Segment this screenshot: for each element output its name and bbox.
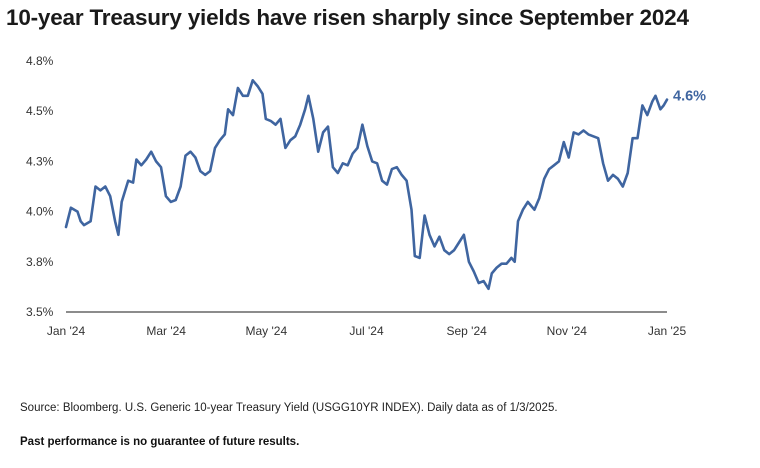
disclaimer-note: Past performance is no guarantee of futu… <box>20 436 300 448</box>
y-tick-label: 4.8% <box>26 54 54 68</box>
x-tick-label: May '24 <box>246 324 288 338</box>
y-tick-label: 4.3% <box>26 154 54 168</box>
y-axis: 3.5% 3.8% 4.0% 4.3% 4.5% 4.8% <box>26 54 54 319</box>
x-axis: Jan '24 Mar '24 May '24 Jul '24 Sep '24 Nov '… <box>47 324 687 338</box>
x-tick-label: Sep '24 <box>447 324 488 338</box>
x-tick-label: Jan '25 <box>648 324 687 338</box>
y-tick-label: 4.0% <box>26 205 54 219</box>
chart-title: 10-year Treasury yields have risen sharp… <box>6 5 689 30</box>
x-tick-label: Mar '24 <box>146 324 186 338</box>
x-tick-label: Jul '24 <box>349 324 384 338</box>
x-tick-label: Jan '24 <box>47 324 86 338</box>
source-note: Source: Bloomberg. U.S. Generic 10-year … <box>20 402 558 414</box>
end-value-label: 4.6% <box>673 89 706 105</box>
y-tick-label: 3.8% <box>26 255 54 269</box>
y-tick-label: 4.5% <box>26 104 54 118</box>
x-tick-label: Nov '24 <box>547 324 588 338</box>
series-line-10yr-yield <box>64 79 669 291</box>
y-tick-label: 3.5% <box>26 305 54 319</box>
